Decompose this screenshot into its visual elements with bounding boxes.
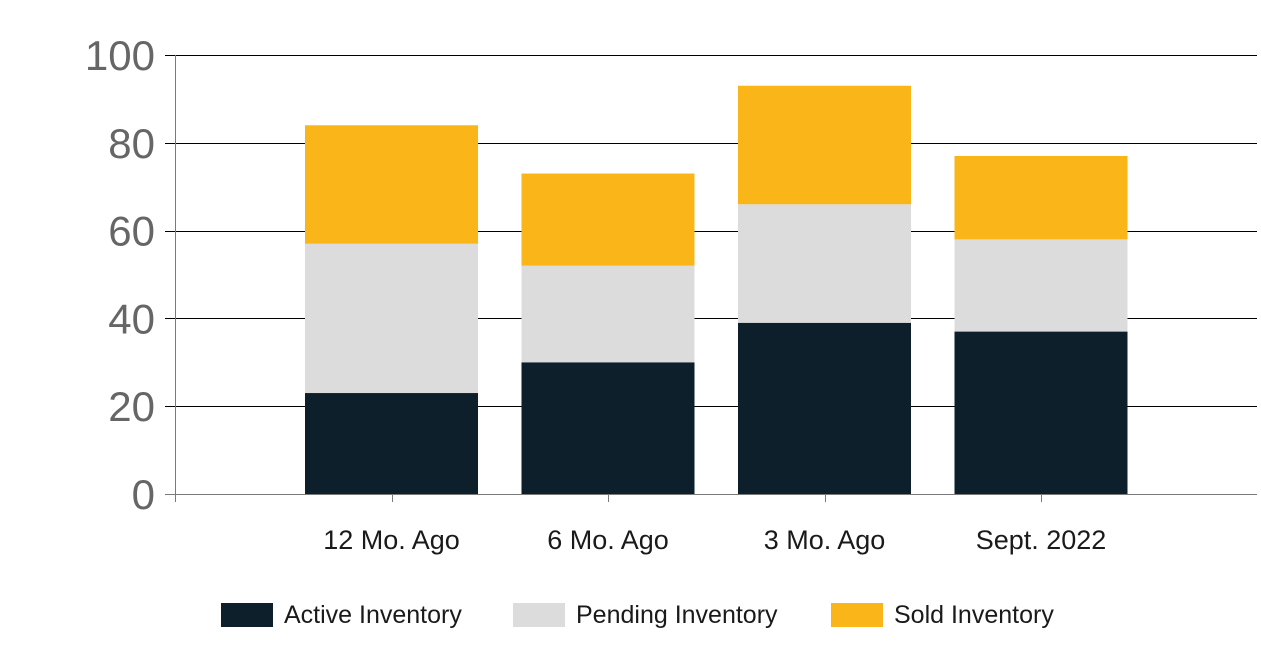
bar-segment-sold-inventory [954,155,1128,240]
y-tick-label: 100 [85,32,155,79]
x-tick-label: 3 Mo. Ago [764,525,886,555]
y-tick-label: 20 [108,383,155,430]
bar-segment-active-inventory [954,331,1128,494]
y-axis-ticks: 0 20 40 60 80 100 [85,32,155,518]
legend-item-sold-inventory: Sold Inventory [831,601,1054,629]
legend-label: Sold Inventory [894,601,1054,629]
bar-segment-pending-inventory [738,204,911,323]
legend-item-active-inventory: Active Inventory [221,601,462,629]
legend-item-pending-inventory: Pending Inventory [513,601,778,629]
x-tick-label: Sept. 2022 [976,525,1107,555]
legend-label: Active Inventory [284,601,462,629]
bar-segment-sold-inventory [738,85,911,205]
bar-segment-pending-inventory [521,265,695,363]
legend-swatch [221,603,273,627]
bars [305,85,1128,494]
legend-label: Pending Inventory [576,601,778,629]
x-axis-ticks: 12 Mo. Ago 6 Mo. Ago 3 Mo. Ago Sept. 2022 [323,525,1106,555]
bar-segment-active-inventory [521,362,695,494]
y-tick-label: 40 [108,295,155,342]
bar-segment-sold-inventory [305,125,478,244]
x-tick-label: 6 Mo. Ago [547,525,669,555]
y-tick-label: 60 [108,208,155,255]
y-tick-label: 80 [108,120,155,167]
bar-segment-active-inventory [305,393,478,494]
legend-swatch [513,603,565,627]
bar-segment-pending-inventory [954,239,1128,332]
bar-segment-pending-inventory [305,243,478,394]
legend-swatch [831,603,883,627]
x-tick-label: 12 Mo. Ago [323,525,460,555]
axes [165,55,1257,502]
bar-segment-active-inventory [738,322,911,494]
legend: Active Inventory Pending Inventory Sold In… [221,601,1054,629]
y-tick-label: 0 [132,471,155,518]
bar-segment-sold-inventory [521,173,695,266]
